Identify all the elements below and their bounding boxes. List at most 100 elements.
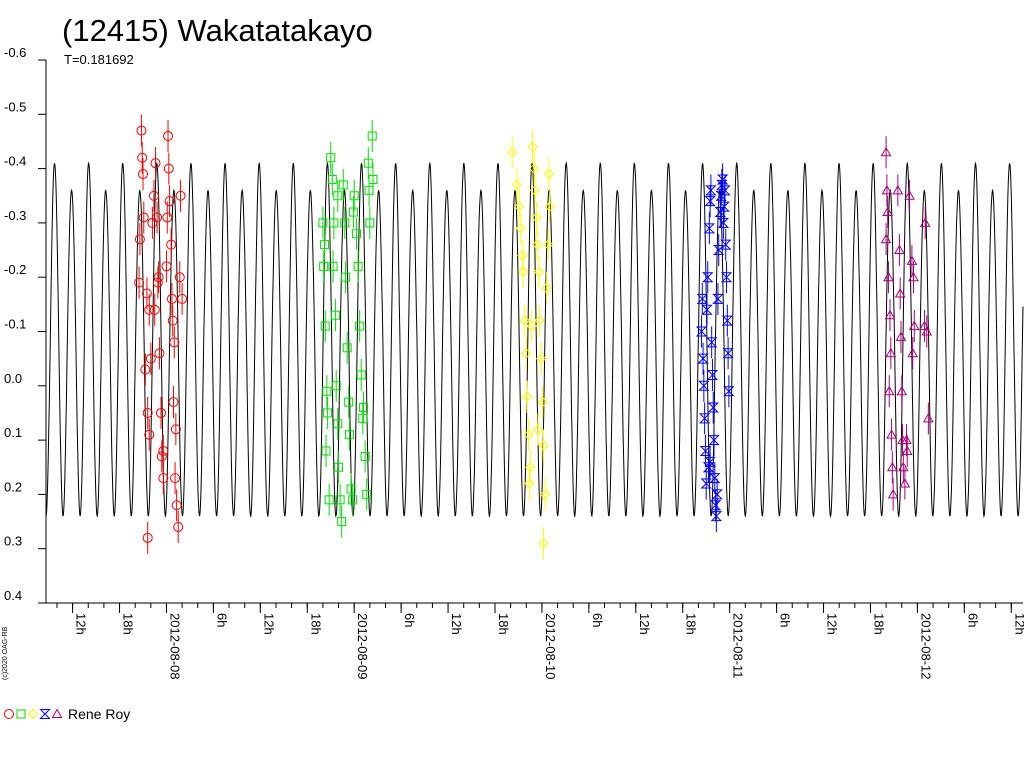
y-tick-label: -0.6 bbox=[4, 45, 26, 60]
data-point bbox=[515, 223, 527, 234]
data-point bbox=[541, 282, 552, 294]
data-point bbox=[353, 261, 363, 271]
data-point bbox=[368, 174, 378, 184]
model-curve bbox=[45, 161, 1024, 519]
x-tick-label: 12h bbox=[261, 613, 276, 635]
x-tick-label: 2012-08-11 bbox=[731, 613, 746, 679]
data-point bbox=[703, 223, 716, 234]
data-point bbox=[145, 353, 156, 364]
x-tick-label: 18h bbox=[684, 613, 699, 635]
x-tick-label: 18h bbox=[871, 613, 886, 635]
data-point bbox=[880, 146, 892, 157]
data-point bbox=[319, 240, 329, 250]
y-tick-label: 0.3 bbox=[4, 534, 22, 549]
data-point bbox=[147, 217, 158, 228]
data-point bbox=[700, 478, 712, 489]
data-point bbox=[155, 407, 166, 418]
data-point bbox=[356, 370, 366, 380]
data-point bbox=[352, 229, 362, 239]
copyright-text: (c)2020 OAG-RB bbox=[2, 626, 9, 680]
x-tick-label: 6h bbox=[214, 613, 229, 627]
data-point bbox=[171, 500, 182, 511]
data-point bbox=[335, 495, 345, 505]
data-point bbox=[136, 125, 147, 136]
data-point bbox=[142, 407, 153, 418]
data-point bbox=[333, 419, 343, 429]
y-tick-label: 0.2 bbox=[4, 479, 22, 494]
model-curve-line bbox=[45, 161, 1024, 519]
data-point bbox=[704, 456, 716, 467]
chart-subtitle: T=0.181692 bbox=[64, 52, 134, 67]
x-tick-label: 12h bbox=[449, 613, 464, 635]
y-tick-label: -0.4 bbox=[4, 154, 26, 169]
legend: Rene Roy bbox=[4, 706, 130, 722]
data-point bbox=[697, 353, 709, 364]
data-point bbox=[166, 239, 177, 250]
data-point bbox=[895, 331, 907, 341]
data-point bbox=[344, 397, 354, 407]
data-point bbox=[538, 538, 549, 549]
data-point bbox=[323, 408, 333, 418]
data-point bbox=[345, 430, 355, 440]
data-point bbox=[138, 212, 149, 223]
data-point bbox=[531, 212, 542, 223]
data-point bbox=[718, 201, 730, 212]
data-point bbox=[330, 310, 340, 320]
x-tick-label: 6h bbox=[778, 613, 793, 627]
data-point bbox=[341, 272, 351, 282]
series-circle bbox=[134, 114, 188, 554]
chart-title: (12415) Wakatatakayo bbox=[62, 13, 373, 48]
x-tick-label: 18h bbox=[496, 613, 511, 635]
data-point bbox=[711, 489, 723, 500]
y-tick-label: 0.1 bbox=[4, 425, 22, 440]
y-tick-label: 0.0 bbox=[4, 371, 22, 386]
data-point bbox=[158, 445, 169, 456]
data-point bbox=[712, 293, 724, 304]
data-point bbox=[367, 131, 377, 141]
legend-markers bbox=[4, 708, 63, 720]
data-point bbox=[921, 325, 933, 336]
data-point bbox=[882, 206, 894, 217]
data-point bbox=[170, 424, 181, 435]
data-point bbox=[328, 261, 338, 271]
data-point bbox=[506, 147, 518, 158]
data-point bbox=[326, 153, 336, 163]
y-tick-label: -0.3 bbox=[4, 208, 26, 223]
data-point bbox=[901, 445, 913, 455]
data-point bbox=[349, 191, 359, 201]
data-point bbox=[142, 532, 153, 543]
data-point bbox=[342, 343, 352, 353]
data-point bbox=[149, 304, 160, 315]
data-point bbox=[716, 174, 729, 185]
data-point bbox=[163, 163, 174, 174]
data-point bbox=[897, 461, 909, 472]
legend-marker-bowtie bbox=[39, 709, 51, 719]
data-point bbox=[523, 429, 534, 440]
data-point bbox=[707, 402, 719, 413]
data-point bbox=[524, 478, 535, 489]
data-point bbox=[885, 347, 897, 358]
data-point bbox=[887, 488, 899, 499]
data-point bbox=[358, 413, 368, 423]
data-point bbox=[319, 261, 329, 271]
data-point bbox=[537, 396, 548, 408]
data-point bbox=[901, 434, 912, 445]
data-point bbox=[883, 385, 895, 396]
data-point bbox=[331, 381, 341, 391]
data-point bbox=[158, 473, 169, 484]
data-point bbox=[527, 141, 538, 153]
data-point bbox=[908, 271, 919, 282]
x-tick-label: 6h bbox=[965, 613, 980, 627]
x-tick-label: 2012-08-08 bbox=[167, 613, 182, 680]
x-tick-label: 6h bbox=[402, 613, 417, 627]
data-point bbox=[521, 391, 533, 402]
data-point bbox=[355, 321, 365, 331]
data-point bbox=[883, 271, 894, 282]
data-point bbox=[320, 321, 330, 331]
data-point bbox=[321, 446, 331, 456]
data-point bbox=[517, 266, 529, 277]
data-point bbox=[156, 451, 167, 462]
data-point bbox=[318, 218, 328, 228]
data-point bbox=[543, 168, 555, 180]
data-point bbox=[528, 163, 540, 174]
